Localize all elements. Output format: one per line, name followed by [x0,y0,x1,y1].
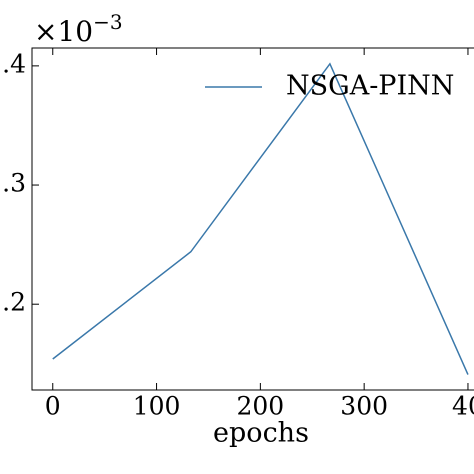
x-axis-label: epochs [213,418,309,449]
x-tick-label: 40 [452,392,474,421]
line-series [52,62,469,375]
x-tick-label: 300 [340,392,388,421]
y-tick-label: .3 [2,169,26,198]
x-tick-label: 100 [133,392,181,421]
offset-text: ×10−3 [34,10,123,48]
y-tick-label: .2 [2,288,26,317]
y-tick-label: .4 [2,49,26,78]
x-tick-label: 200 [237,392,285,421]
x-tick-label: 0 [45,392,61,421]
axes-frame [31,47,474,391]
legend-label: NSGA-PINN [286,71,454,102]
